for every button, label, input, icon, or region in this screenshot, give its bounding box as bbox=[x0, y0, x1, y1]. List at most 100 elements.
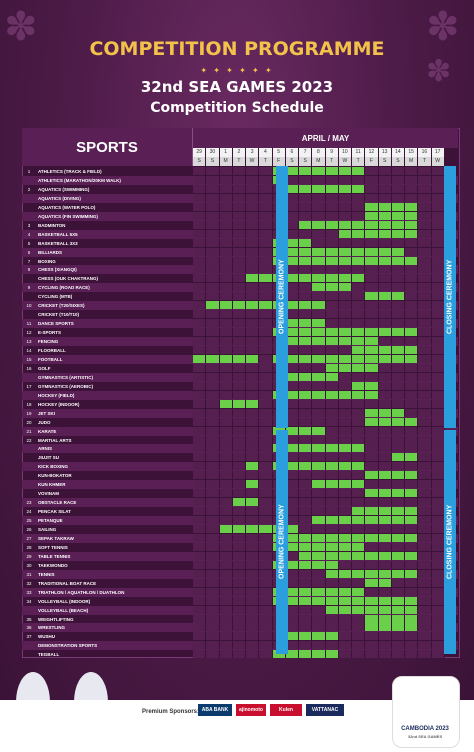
sport-row: TEGBALL bbox=[22, 650, 458, 659]
schedule-cell bbox=[405, 175, 419, 184]
schedule-cell bbox=[365, 641, 379, 650]
schedule-cell bbox=[365, 444, 379, 453]
schedule-cell bbox=[391, 444, 405, 453]
schedule-cell bbox=[352, 614, 366, 623]
schedule-cell bbox=[246, 372, 260, 381]
schedule-cell bbox=[338, 301, 352, 310]
schedule-cell bbox=[219, 310, 233, 319]
sport-row: 4 BASKETBALL 5X5 bbox=[22, 229, 458, 239]
schedule-cell bbox=[352, 184, 366, 193]
schedule-cell bbox=[232, 202, 246, 211]
schedule-cell bbox=[299, 560, 313, 569]
schedule-cell bbox=[193, 641, 207, 650]
schedule-cell bbox=[219, 337, 233, 346]
schedule-cell bbox=[325, 462, 339, 471]
schedule-cell bbox=[246, 623, 260, 632]
sport-number bbox=[22, 373, 36, 382]
sport-row: 5 BASKETBALL 3X3 bbox=[22, 238, 458, 248]
schedule-cell bbox=[299, 569, 313, 578]
schedule-cell bbox=[378, 184, 392, 193]
sport-name: BASKETBALL 3X3 bbox=[38, 240, 78, 246]
schedule-cell bbox=[299, 354, 313, 363]
schedule-cell bbox=[246, 453, 260, 462]
schedule-cell bbox=[405, 462, 419, 471]
schedule-cell bbox=[219, 471, 233, 480]
schedule-cell bbox=[431, 247, 445, 256]
sport-name: VOLLEYBALL (INDOOR) bbox=[38, 598, 91, 604]
sport-name: TRIATHLON / AQUATHLON / DUATHLON bbox=[38, 589, 125, 595]
schedule-cell bbox=[246, 175, 260, 184]
schedule-cell bbox=[219, 328, 233, 337]
schedule-cell bbox=[206, 301, 220, 310]
schedule-cell bbox=[246, 417, 260, 426]
schedule-cell bbox=[325, 614, 339, 623]
schedule-cell bbox=[206, 202, 220, 211]
schedule-cell bbox=[405, 283, 419, 292]
schedule-cell bbox=[405, 229, 419, 238]
month-header: APRIL / MAY bbox=[193, 128, 458, 148]
schedule-cell bbox=[325, 292, 339, 301]
schedule-cell bbox=[391, 328, 405, 337]
sport-number bbox=[22, 453, 36, 462]
sport-number: 19 bbox=[26, 410, 32, 416]
sport-number: 14 bbox=[26, 348, 32, 353]
schedule-cell bbox=[405, 560, 419, 569]
schedule-cell bbox=[418, 525, 432, 533]
sport-row: 13 FENCING bbox=[22, 337, 458, 347]
schedule-cell bbox=[378, 337, 392, 346]
schedule-cell bbox=[338, 650, 352, 659]
schedule-cell bbox=[193, 408, 207, 417]
schedule-cell bbox=[232, 390, 246, 399]
day-cells bbox=[193, 417, 445, 427]
schedule-cell bbox=[299, 346, 313, 354]
schedule-cell bbox=[365, 399, 379, 408]
schedule-cell bbox=[378, 444, 392, 453]
schedule-cell bbox=[285, 408, 299, 417]
sport-name: CRICKET (T10/T10) bbox=[38, 312, 80, 318]
schedule-cell bbox=[405, 238, 419, 247]
schedule-cell bbox=[246, 256, 260, 265]
schedule-cell bbox=[365, 578, 379, 587]
schedule-cell bbox=[312, 256, 326, 265]
sport-name: TAEKWONDO bbox=[38, 562, 68, 568]
schedule-cell bbox=[325, 596, 339, 605]
day-number: 7 bbox=[299, 148, 313, 157]
sport-name: AQUATICS (SWIMMING) bbox=[38, 186, 90, 192]
schedule-cell bbox=[378, 283, 392, 292]
sport-row: ATHLETICS (MARATHON/20KM WALK) bbox=[22, 175, 458, 185]
schedule-cell bbox=[246, 390, 260, 399]
day-cells bbox=[193, 175, 445, 185]
schedule-cell bbox=[285, 623, 299, 632]
day-cells bbox=[193, 220, 445, 230]
schedule-cell bbox=[232, 614, 246, 623]
schedule-cell bbox=[219, 363, 233, 372]
schedule-cell bbox=[352, 587, 366, 596]
sport-row: 7 BOXING bbox=[22, 256, 458, 266]
schedule-cell bbox=[338, 480, 352, 489]
schedule-cell bbox=[338, 265, 352, 274]
closing-ceremony-band: CLOSING CEREMONY bbox=[444, 166, 456, 428]
schedule-cell bbox=[206, 560, 220, 569]
schedule-cell bbox=[206, 489, 220, 498]
schedule-cell bbox=[312, 560, 326, 569]
schedule-cell bbox=[391, 167, 405, 175]
schedule-cell bbox=[352, 310, 366, 319]
schedule-cell bbox=[405, 363, 419, 372]
schedule-cell bbox=[193, 354, 207, 363]
schedule-cell bbox=[206, 507, 220, 516]
schedule-cell bbox=[338, 337, 352, 346]
schedule-cell bbox=[405, 471, 419, 480]
sport-row: 30 TAEKWONDO bbox=[22, 560, 458, 570]
schedule-cell bbox=[193, 632, 207, 641]
day-cells bbox=[193, 247, 445, 257]
schedule-cell bbox=[312, 283, 326, 292]
schedule-cell bbox=[285, 560, 299, 569]
schedule-cell bbox=[259, 202, 273, 211]
schedule-cell bbox=[405, 328, 419, 337]
sport-row: CRICKET (T10/T10) bbox=[22, 310, 458, 319]
schedule-cell bbox=[338, 310, 352, 319]
schedule-cell bbox=[312, 274, 326, 283]
day-cells bbox=[193, 498, 445, 507]
day-cells bbox=[193, 184, 445, 194]
schedule-cell bbox=[352, 229, 366, 238]
